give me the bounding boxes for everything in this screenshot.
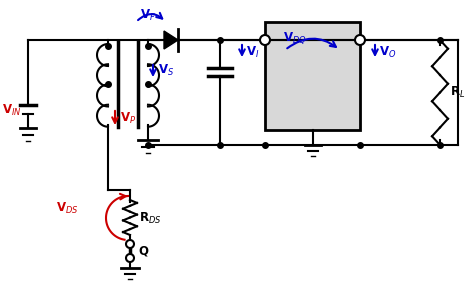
Circle shape	[260, 35, 270, 45]
Polygon shape	[164, 31, 178, 49]
Text: V$_{DQ}$: V$_{DQ}$	[283, 30, 307, 46]
Text: V$_O$: V$_O$	[379, 44, 397, 60]
Text: R$_L$: R$_L$	[450, 85, 465, 99]
Text: V$_I$: V$_I$	[246, 44, 259, 60]
FancyBboxPatch shape	[265, 22, 360, 130]
Circle shape	[126, 254, 134, 262]
Circle shape	[355, 35, 365, 45]
Text: V$_{DS}$: V$_{DS}$	[56, 200, 79, 216]
Text: Q: Q	[138, 244, 148, 257]
Text: V$_F$: V$_F$	[140, 8, 156, 22]
Text: V$_S$: V$_S$	[158, 62, 174, 78]
Text: R$_{DS}$: R$_{DS}$	[139, 210, 161, 226]
Text: V$_P$: V$_P$	[120, 110, 136, 126]
Circle shape	[126, 240, 134, 248]
Text: V$_{IN}$: V$_{IN}$	[2, 103, 21, 117]
